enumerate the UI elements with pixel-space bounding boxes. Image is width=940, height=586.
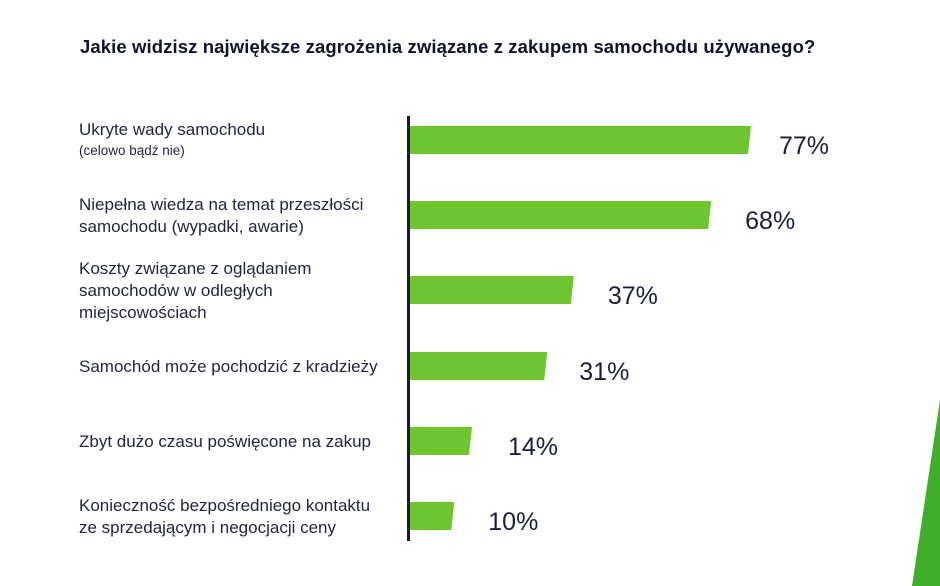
value-label-clip: 77% (700, 120, 830, 170)
category-label-line: miejscowościach (79, 303, 207, 322)
category-label-line: samochodów w odległych (79, 281, 273, 300)
value-label: 77% (779, 132, 830, 160)
category-label-line: Niepełna wiedza na temat przeszłości (79, 195, 364, 214)
value-label: 10% (488, 508, 539, 536)
bar (410, 427, 472, 455)
category-label-line: (celowo bądź nie) (79, 143, 185, 158)
category-label-line: Samochód może pochodzić z kradzieży (79, 357, 378, 376)
bar (410, 276, 574, 304)
category-label-line: Ukryte wady samochodu (79, 120, 266, 139)
bar (410, 201, 711, 229)
bar (410, 352, 547, 380)
bar (410, 126, 751, 154)
chart-title: Jakie widzisz największe zagrożenia zwią… (80, 36, 816, 57)
category-label: Konieczność bezpośredniego kontaktu ze sp… (79, 495, 409, 539)
value-label: 68% (745, 207, 796, 235)
category-label-line: Koszty związane z oglądaniem (79, 259, 312, 278)
value-label: 31% (579, 358, 630, 386)
category-label-line: ze sprzedającym i negocjacji ceny (79, 518, 337, 537)
bar (410, 502, 454, 530)
value-label: 14% (508, 433, 559, 461)
category-label-line: Konieczność bezpośredniego kontaktu (79, 496, 371, 515)
category-label-line: samochodu (wypadki, awarie) (79, 217, 304, 236)
corner-accent-shape (912, 400, 940, 586)
category-label: Koszty związane z oglądaniem samochodów w… (79, 258, 409, 324)
category-label: Ukryte wady samochodu (celowo bądź nie) (79, 119, 409, 161)
category-label: Zbyt dużo czasu poświęcone na zakup (79, 431, 409, 453)
category-label: Niepełna wiedza na temat przeszłości samo… (79, 194, 409, 238)
value-label: 37% (607, 282, 658, 310)
category-axis-line (407, 116, 410, 541)
category-label: Samochód może pochodzić z kradzieży (79, 356, 409, 378)
category-label-line: Zbyt dużo czasu poświęcone na zakup (79, 432, 372, 451)
